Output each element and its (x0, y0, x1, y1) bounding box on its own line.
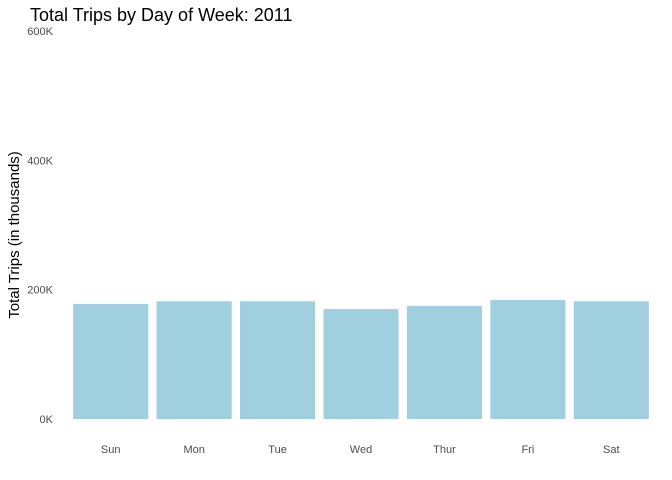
x-tick-label: Mon (183, 444, 204, 456)
y-tick-label: 200K (27, 285, 53, 297)
y-tick-label: 400K (27, 155, 53, 167)
bar-mon (156, 301, 232, 419)
y-axis-ticks: 0K 200K 400K 600K (27, 26, 53, 426)
x-tick-label: Thur (433, 444, 456, 456)
bar-sat (573, 301, 649, 419)
y-tick-label: 0K (40, 414, 54, 426)
x-tick-label: Fri (521, 444, 534, 456)
bar-thur (406, 305, 482, 419)
y-axis-label: Total Trips (in thousands) (6, 151, 23, 319)
chart-title: Total Trips by Day of Week: 2011 (30, 5, 292, 25)
bar-wed (323, 309, 399, 419)
x-tick-label: Tue (268, 444, 287, 456)
x-tick-label: Sat (603, 444, 620, 456)
bars (73, 300, 649, 419)
x-axis-ticks: Sun Mon Tue Wed Thur Fri Sat (101, 444, 620, 456)
x-tick-label: Sun (101, 444, 121, 456)
bar-fri (490, 300, 566, 419)
bar-sun (73, 303, 149, 419)
y-tick-label: 600K (27, 26, 53, 38)
x-tick-label: Wed (350, 444, 372, 456)
bar-tue (240, 301, 316, 419)
